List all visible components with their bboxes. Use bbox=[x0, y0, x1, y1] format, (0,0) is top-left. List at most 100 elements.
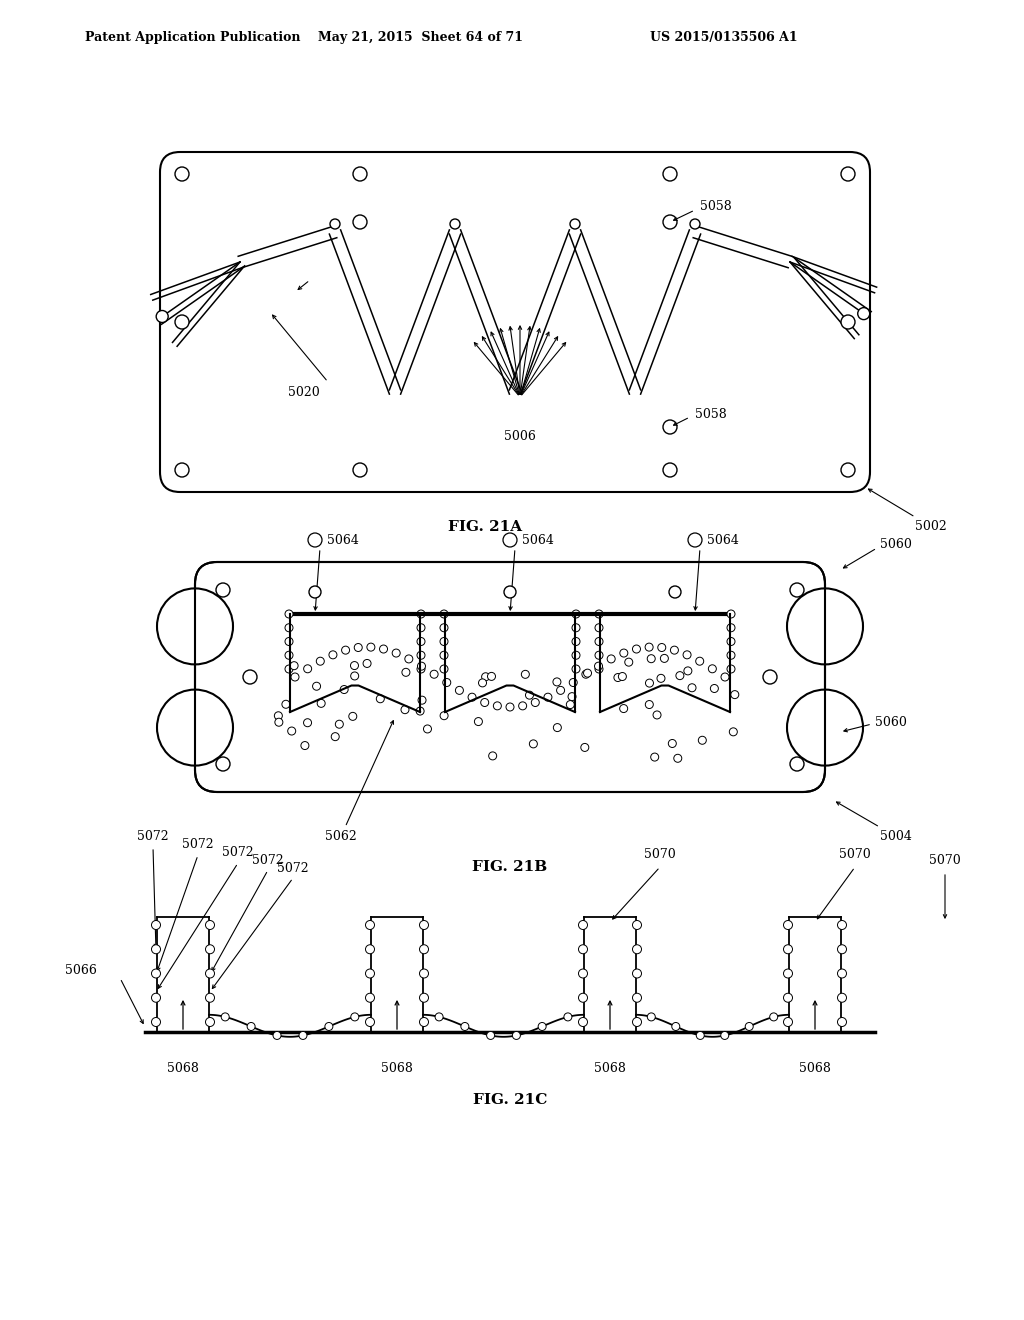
Circle shape bbox=[633, 993, 641, 1002]
Circle shape bbox=[660, 655, 669, 663]
Circle shape bbox=[557, 686, 564, 694]
Circle shape bbox=[243, 671, 257, 684]
Circle shape bbox=[152, 969, 161, 978]
Circle shape bbox=[440, 624, 449, 632]
Text: 5068: 5068 bbox=[799, 1061, 830, 1074]
Circle shape bbox=[364, 660, 371, 668]
Text: FIG. 21A: FIG. 21A bbox=[447, 520, 522, 535]
Text: 5064: 5064 bbox=[707, 533, 739, 546]
Circle shape bbox=[688, 533, 702, 546]
Circle shape bbox=[442, 678, 451, 686]
Circle shape bbox=[663, 168, 677, 181]
Circle shape bbox=[783, 969, 793, 978]
Circle shape bbox=[688, 684, 696, 692]
Text: 5058: 5058 bbox=[700, 201, 732, 214]
Circle shape bbox=[579, 993, 588, 1002]
Circle shape bbox=[607, 655, 615, 663]
Circle shape bbox=[521, 671, 529, 678]
Circle shape bbox=[316, 657, 325, 665]
Circle shape bbox=[676, 672, 684, 680]
Circle shape bbox=[783, 993, 793, 1002]
FancyBboxPatch shape bbox=[195, 562, 825, 792]
Circle shape bbox=[841, 168, 855, 181]
Circle shape bbox=[568, 693, 577, 701]
Circle shape bbox=[566, 701, 574, 709]
Circle shape bbox=[282, 701, 290, 709]
Circle shape bbox=[529, 741, 538, 748]
Circle shape bbox=[790, 583, 804, 597]
Circle shape bbox=[595, 663, 602, 671]
Circle shape bbox=[420, 993, 428, 1002]
Circle shape bbox=[614, 673, 622, 681]
Circle shape bbox=[512, 1031, 520, 1039]
Circle shape bbox=[647, 655, 655, 663]
Circle shape bbox=[721, 673, 729, 681]
Circle shape bbox=[544, 693, 552, 701]
Circle shape bbox=[494, 702, 502, 710]
Circle shape bbox=[787, 689, 863, 766]
Circle shape bbox=[461, 1023, 469, 1031]
Bar bbox=[787, 689, 825, 766]
Circle shape bbox=[579, 945, 588, 954]
Circle shape bbox=[553, 723, 561, 731]
Circle shape bbox=[285, 610, 293, 618]
Text: 5070: 5070 bbox=[839, 849, 870, 862]
Text: 5070: 5070 bbox=[929, 854, 961, 866]
Circle shape bbox=[418, 663, 425, 671]
Circle shape bbox=[480, 698, 488, 706]
Text: FIG. 21C: FIG. 21C bbox=[473, 1093, 547, 1107]
Circle shape bbox=[157, 310, 168, 322]
Circle shape bbox=[152, 993, 161, 1002]
Circle shape bbox=[657, 644, 666, 652]
Circle shape bbox=[417, 651, 425, 659]
Circle shape bbox=[684, 667, 692, 675]
Circle shape bbox=[838, 945, 847, 954]
Circle shape bbox=[582, 671, 590, 678]
Circle shape bbox=[663, 420, 677, 434]
Text: 5064: 5064 bbox=[522, 533, 554, 546]
Text: 5070: 5070 bbox=[644, 849, 676, 862]
Circle shape bbox=[420, 920, 428, 929]
Circle shape bbox=[285, 651, 293, 659]
Circle shape bbox=[430, 671, 438, 678]
Circle shape bbox=[525, 692, 534, 700]
Circle shape bbox=[841, 463, 855, 477]
Circle shape bbox=[392, 649, 400, 657]
Text: 5068: 5068 bbox=[594, 1061, 626, 1074]
Circle shape bbox=[417, 665, 425, 673]
Circle shape bbox=[503, 533, 517, 546]
Circle shape bbox=[633, 945, 641, 954]
Circle shape bbox=[674, 754, 682, 762]
Circle shape bbox=[206, 993, 214, 1002]
Circle shape bbox=[440, 711, 449, 719]
Circle shape bbox=[620, 649, 628, 657]
Circle shape bbox=[401, 706, 409, 714]
Circle shape bbox=[152, 920, 161, 929]
Circle shape bbox=[456, 686, 464, 694]
Circle shape bbox=[290, 661, 298, 669]
Circle shape bbox=[838, 993, 847, 1002]
Circle shape bbox=[721, 1031, 729, 1039]
Circle shape bbox=[353, 463, 367, 477]
Circle shape bbox=[221, 1012, 229, 1020]
Text: 5072: 5072 bbox=[252, 854, 284, 866]
Circle shape bbox=[486, 1031, 495, 1039]
Circle shape bbox=[216, 756, 230, 771]
Text: 5006: 5006 bbox=[504, 430, 536, 444]
Circle shape bbox=[650, 754, 658, 762]
Circle shape bbox=[787, 589, 863, 664]
Circle shape bbox=[401, 668, 410, 676]
Circle shape bbox=[584, 669, 592, 677]
Circle shape bbox=[727, 624, 735, 632]
Text: 5060: 5060 bbox=[880, 537, 912, 550]
Circle shape bbox=[285, 638, 293, 645]
Circle shape bbox=[175, 168, 189, 181]
Circle shape bbox=[711, 685, 719, 693]
Circle shape bbox=[669, 739, 676, 747]
Circle shape bbox=[175, 315, 189, 329]
Circle shape bbox=[468, 693, 476, 701]
Circle shape bbox=[645, 643, 653, 651]
Circle shape bbox=[841, 315, 855, 329]
Text: 5064: 5064 bbox=[327, 533, 358, 546]
Circle shape bbox=[564, 1012, 571, 1020]
